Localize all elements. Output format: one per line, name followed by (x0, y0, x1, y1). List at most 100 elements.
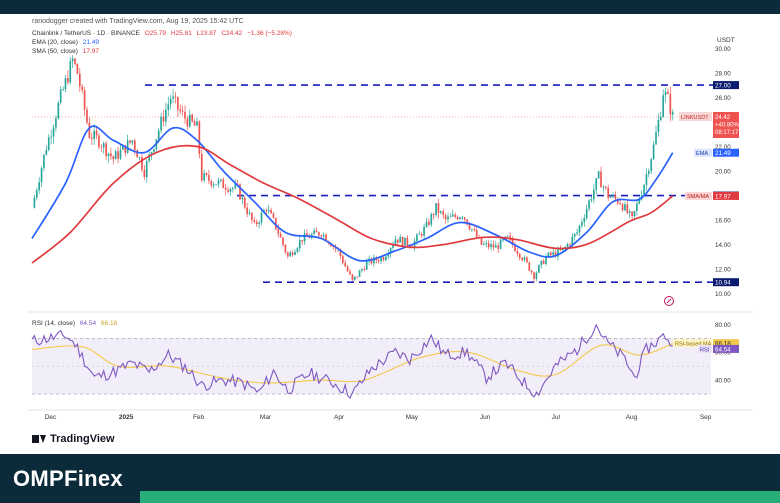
candle-body (456, 216, 459, 220)
candle-body (160, 116, 162, 131)
candle-body (540, 260, 543, 266)
rsi-legend-value: 64.54 (79, 320, 97, 327)
candle-body (585, 208, 588, 219)
candle-body (631, 211, 633, 217)
candle-body (518, 253, 521, 258)
candle-body (492, 244, 495, 248)
symbol-header: Chainlink / TetherUS · 1D · BINANCE O25.… (32, 30, 292, 37)
candle-body (361, 269, 363, 271)
candle-body (306, 233, 308, 237)
candle-body (667, 91, 669, 94)
candle-body (590, 199, 593, 201)
candle-body (88, 122, 91, 138)
candle-body (399, 237, 402, 243)
candle-body (636, 203, 638, 211)
price-pane: 10.0012.0014.0016.0018.0020.0022.0024.00… (27, 37, 753, 313)
rsi-line (31, 323, 673, 399)
candle-body (344, 262, 347, 267)
alert-icon (664, 296, 674, 306)
candle-body (626, 204, 629, 213)
candle-body (186, 118, 189, 127)
high-value: H25.81 (170, 30, 192, 37)
candle-body (43, 154, 45, 169)
candle-body (535, 272, 538, 279)
candle-body (638, 199, 641, 204)
candle-body (392, 244, 394, 249)
candle-body (593, 189, 595, 200)
candle-body (523, 257, 526, 260)
candle-body (141, 157, 143, 170)
alert-icon-stroke (666, 298, 672, 304)
candle-body (502, 239, 504, 241)
candle-body (669, 93, 672, 115)
candle-body (406, 237, 409, 246)
candle-body (554, 252, 557, 257)
candle-body (341, 256, 344, 263)
candle-body (547, 252, 550, 257)
ema-value-label: 21.49 (715, 150, 731, 157)
candle-body (64, 78, 67, 90)
candle-body (521, 257, 523, 260)
candle-body (449, 216, 452, 218)
candle-body (447, 216, 449, 220)
candle-body (205, 173, 208, 175)
candle-body (516, 251, 519, 254)
candle-body (289, 252, 292, 257)
candle-body (294, 251, 296, 255)
candle-body (612, 195, 614, 197)
candle-body (423, 226, 425, 236)
candle-body (363, 269, 366, 271)
chart-svg: 10.0012.0014.0016.0018.0020.0022.0024.00… (27, 37, 753, 421)
candle-body (117, 151, 119, 159)
x-tick-label: Aug (626, 414, 638, 421)
candle-body (416, 234, 418, 242)
candle-body (248, 212, 251, 214)
price-tick-label: 10.00 (715, 291, 731, 298)
candle-body (624, 204, 626, 211)
x-tick-label: May (406, 414, 419, 421)
candle-body (181, 111, 184, 113)
candle-body (430, 214, 433, 225)
candle-body (296, 248, 299, 252)
candle-body (198, 121, 201, 155)
candle-body (179, 109, 182, 112)
candle-body (258, 222, 260, 225)
candle-body (62, 89, 64, 91)
candle-body (619, 203, 621, 205)
candle-body (428, 221, 430, 225)
tradingview-logo-text: TradingView (50, 433, 115, 445)
sma-tag-box (685, 191, 712, 200)
candle-body (102, 143, 105, 148)
candle-body (628, 211, 631, 213)
candle-body (143, 169, 146, 178)
candle-body (607, 188, 610, 198)
candle-body (208, 174, 210, 181)
candle-body (437, 203, 440, 213)
candle-body (538, 265, 540, 273)
candle-body (511, 238, 514, 245)
candle-body (74, 58, 76, 65)
candle-body (136, 150, 139, 158)
candle-body (210, 180, 213, 186)
candle-body (413, 241, 416, 249)
candle-body (588, 200, 590, 209)
candle-body (432, 214, 435, 215)
candle-body (418, 233, 421, 235)
candle-body (659, 116, 662, 121)
sma-tag: SMA/MA (687, 194, 709, 200)
price-tick-label: 12.00 (715, 267, 731, 274)
candle-body (234, 184, 237, 188)
candle-body (193, 121, 196, 126)
candle-body (533, 272, 535, 279)
candle-body (528, 262, 531, 271)
rsi-value-label: 64.54 (715, 346, 731, 353)
candle-body (153, 149, 155, 153)
candle-body (318, 232, 320, 236)
rsi-ma-legend-value: 66.18 (100, 320, 118, 327)
candle-body (454, 214, 457, 217)
candle-body (107, 153, 110, 157)
candle-body (78, 73, 81, 87)
caption: ranodogger created with TradingView.com,… (32, 18, 244, 25)
candle-body (76, 64, 79, 74)
